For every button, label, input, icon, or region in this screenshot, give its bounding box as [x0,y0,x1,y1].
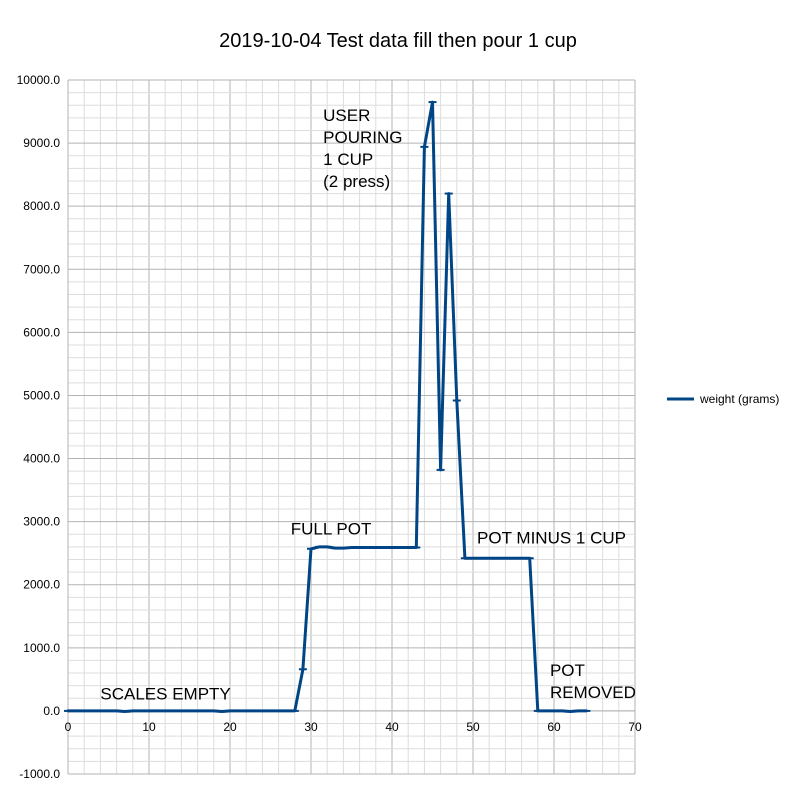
x-tick-labels: 0 10 20 30 40 50 60 70 [65,720,642,734]
y-tick-label: 8000.0 [23,199,60,213]
y-tick-label: 1000.0 [23,641,60,655]
x-tick-label: 50 [466,720,480,734]
y-tick-label: 0.0 [43,704,60,718]
x-tick-label: 60 [547,720,561,734]
y-tick-label: 2000.0 [23,578,60,592]
y-tick-labels: -1000.0 0.0 1000.0 2000.0 3000.0 4000.0 5000.0… [17,73,61,781]
y-tick-label: 10000.0 [17,73,61,87]
annotation: POT REMOVED [550,661,636,702]
annotation-line: POT MINUS 1 CUP [477,529,626,548]
x-tick-label: 30 [304,720,318,734]
annotation-line: POT [550,661,585,680]
x-tick-label: 40 [385,720,399,734]
x-tick-label: 70 [628,720,642,734]
y-tick-label: 3000.0 [23,515,60,529]
grid [67,79,636,775]
y-tick-label: 7000.0 [23,262,60,276]
legend-label: weight (grams) [699,392,779,406]
annotation: POT MINUS 1 CUP [477,529,626,548]
annotation: USER POURING 1 CUP (2 press) [323,106,402,191]
annotation-line: REMOVED [550,683,636,702]
y-tick-label: 6000.0 [23,325,60,339]
annotation: FULL POT [291,519,372,538]
annotation: SCALES EMPTY [100,685,230,704]
legend: weight (grams) [667,392,779,406]
annotation-line: SCALES EMPTY [100,685,230,704]
chart-title: 2019-10-04 Test data fill then pour 1 cu… [219,30,577,52]
y-tick-label: 9000.0 [23,136,60,150]
series [64,100,591,713]
annotation-line: FULL POT [291,519,372,538]
y-tick-label: -1000.0 [19,767,60,781]
annotation-line: (2 press) [323,172,390,191]
x-tick-label: 10 [142,720,156,734]
x-tick-label: 20 [223,720,237,734]
annotation-line: POURING [323,128,402,147]
x-tick-label: 0 [65,720,72,734]
annotation-line: 1 CUP [323,150,373,169]
annotation-line: USER [323,106,370,125]
annotations: USER POURING 1 CUP (2 press) FULL POT POT MIN… [100,106,636,704]
y-tick-label: 5000.0 [23,388,60,402]
y-tick-label: 4000.0 [23,452,60,466]
